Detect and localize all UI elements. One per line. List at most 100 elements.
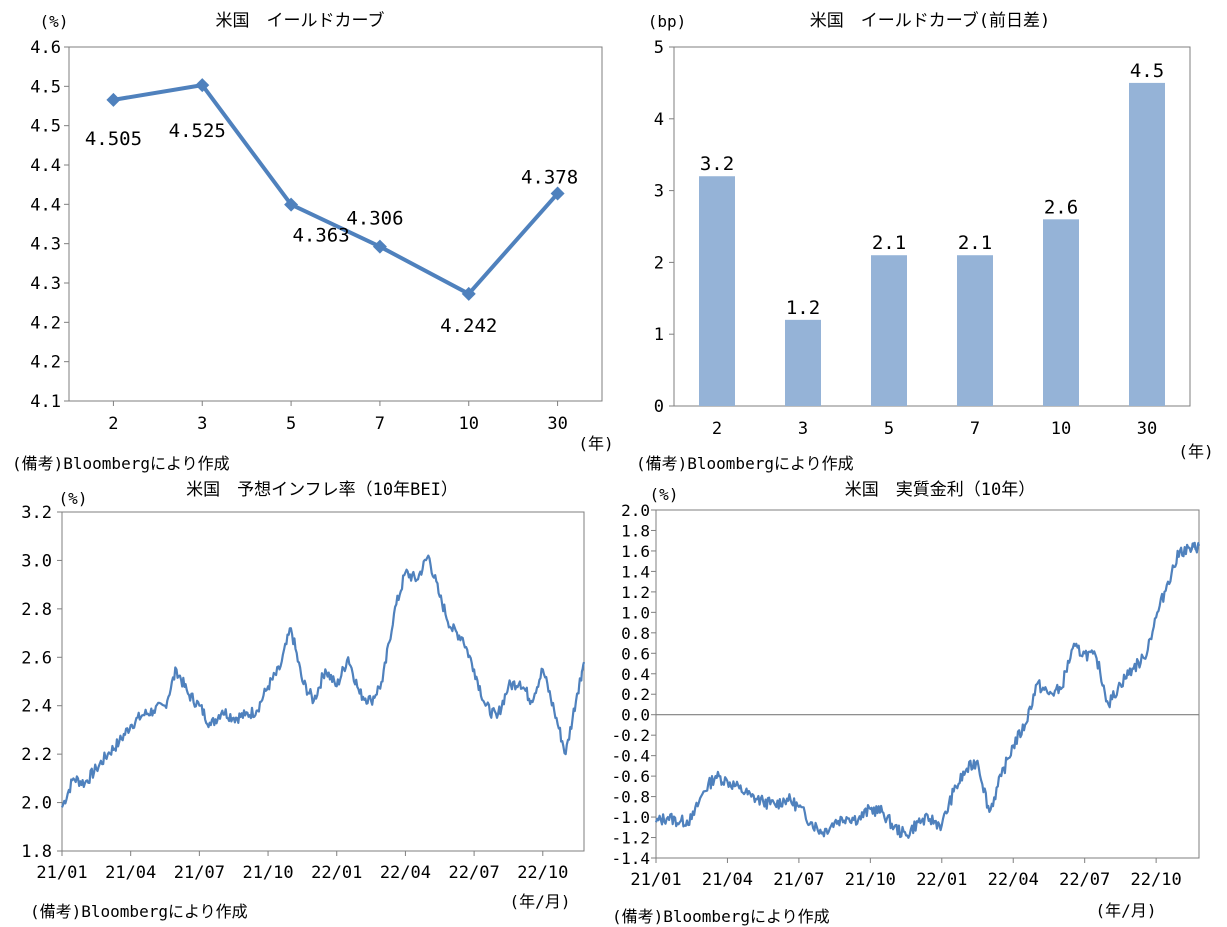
chart1-y-tick-label: 4.4 <box>30 195 61 215</box>
chart2-y-tick-label: 0 <box>654 397 664 417</box>
chart2-bar <box>1043 219 1079 406</box>
chart1-series-line <box>113 83 560 296</box>
chart1-data-label: 4.306 <box>346 208 403 230</box>
chart4-x-tick-label: 22/07 <box>1059 870 1110 890</box>
chart3-x-tick-label: 22/01 <box>311 863 362 883</box>
chart4-ylabel: (%) <box>650 485 679 504</box>
chart4-y-tick-label: 1.2 <box>621 583 650 602</box>
chart1-y-tick-label: 4.2 <box>30 313 61 333</box>
chart4-y-tick-label: -0.4 <box>611 747 650 766</box>
chart2-y-tick-label: 5 <box>654 38 664 58</box>
chart1-y-tick-label: 4.4 <box>30 156 61 176</box>
chart1-x-tick-label: 5 <box>286 414 296 434</box>
chart2-x-tick-label: 2 <box>712 419 722 439</box>
chart3-y-tick-label: 2.8 <box>21 600 52 620</box>
chart3-x-tick-label: 21/04 <box>105 863 156 883</box>
chart2-x-tick-label: 30 <box>1137 419 1157 439</box>
chart3-x-tick-label: 22/10 <box>517 863 568 883</box>
chart2-y-tick-label: 4 <box>654 110 664 130</box>
chart2-bar <box>871 255 907 406</box>
chart4-x-tick-label: 22/01 <box>916 870 967 890</box>
chart3-x-tick-label: 21/07 <box>174 863 225 883</box>
chart2-y-tick-label: 1 <box>654 325 664 345</box>
chart4-y-tick-label: -1.4 <box>611 849 650 868</box>
chart4-y-tick-label: 1.4 <box>621 562 650 581</box>
chart3-y-tick-label: 2.6 <box>21 648 52 668</box>
chart4-x-tick-label: 21/10 <box>845 870 896 890</box>
chart4-y-tick-label: -0.8 <box>611 788 650 807</box>
chart2-ylabel: (bp) <box>648 12 687 31</box>
chart3-x-tick-label: 21/10 <box>242 863 293 883</box>
chart1-xlabel: (年) <box>578 434 613 453</box>
chart2-bar <box>1129 82 1165 407</box>
chart1-source-note: (備考)Bloombergにより作成 <box>12 454 230 473</box>
chart3-ylabel: (%) <box>59 489 88 508</box>
chart1-data-label: 4.525 <box>169 120 226 142</box>
chart2-data-label: 3.2 <box>700 153 734 175</box>
chart2-y-tick-label: 2 <box>654 253 664 273</box>
chart1-point <box>284 197 299 212</box>
chart2-data-label: 1.2 <box>786 297 820 319</box>
chart4-y-tick-label: 2.0 <box>621 501 650 520</box>
chart2-x-tick-label: 5 <box>884 419 894 439</box>
chart4-y-tick-label: -1.0 <box>611 808 650 827</box>
chart1-point <box>372 239 387 254</box>
chart2-xlabel: (年) <box>1178 442 1213 461</box>
chart2-data-label: 2.1 <box>872 232 906 254</box>
chart2-x-tick-label: 7 <box>970 419 980 439</box>
chart4-series-line <box>654 541 1201 839</box>
chart3-x-tick-label: 21/01 <box>36 863 87 883</box>
chart3-y-tick-label: 2.0 <box>21 794 52 814</box>
chart4-xlabel: (年/月) <box>1096 901 1157 920</box>
chart1-y-tick-label: 4.2 <box>30 353 61 373</box>
chart4-x-tick-label: 22/04 <box>988 870 1039 890</box>
chart4-y-tick-label: 1.0 <box>621 603 650 622</box>
chart1-ylabel: (%) <box>40 12 69 31</box>
chart1-x-tick-label: 30 <box>547 414 567 434</box>
chart1-data-label: 4.242 <box>440 315 497 337</box>
chart3-y-tick-label: 2.2 <box>21 745 52 765</box>
chart3-series-line <box>60 554 586 808</box>
chart1-data-label: 4.378 <box>521 167 578 189</box>
chart4-y-tick-label: 0.0 <box>621 706 650 725</box>
chart1-x-tick-label: 3 <box>197 414 207 434</box>
chart4-y-tick-label: 0.2 <box>621 685 650 704</box>
chart4-x-tick-label: 22/10 <box>1131 870 1182 890</box>
chart3-title: 米国 予想インフレ率（10年BEI） <box>186 480 458 500</box>
chart3-plot-area <box>61 511 585 852</box>
chart4-y-tick-label: 1.8 <box>621 521 650 540</box>
chart1-title: 米国 イールドカーブ <box>216 10 385 31</box>
chart3-xlabel: (年/月) <box>510 892 571 911</box>
chart3-y-tick-label: 2.4 <box>21 697 52 717</box>
chart2-x-tick-label: 3 <box>798 419 808 439</box>
chart3-y-tick-label: 3.0 <box>21 551 52 571</box>
chart1-x-tick-label: 2 <box>108 414 118 434</box>
chart2-y-tick-label: 3 <box>654 182 664 202</box>
chart2-data-label: 2.6 <box>1044 196 1078 218</box>
chart3-x-tick-label: 22/04 <box>380 863 431 883</box>
chart1-x-tick-label: 7 <box>375 414 385 434</box>
chart4-title: 米国 実質金利（10年） <box>845 480 1035 500</box>
chart4-y-tick-label: -0.6 <box>611 767 650 786</box>
chart3-source-note: (備考)Bloombergにより作成 <box>30 902 248 921</box>
chart1-y-tick-label: 4.1 <box>30 392 61 412</box>
chart4-y-tick-label: 1.6 <box>621 542 650 561</box>
chart1-y-tick-label: 4.3 <box>30 235 61 255</box>
chart4-y-tick-label: -1.2 <box>611 829 650 848</box>
chart1-point <box>106 92 121 107</box>
chart3-y-tick-label: 1.8 <box>21 842 52 862</box>
chart4-y-tick-label: 0.4 <box>621 665 650 684</box>
chart1-point <box>461 286 476 301</box>
chart2-data-label: 4.5 <box>1130 60 1164 82</box>
chart2-x-tick-label: 10 <box>1051 419 1071 439</box>
chart3-y-tick-label: 3.2 <box>21 503 52 523</box>
chart2-bar <box>785 319 821 406</box>
chart1-y-tick-label: 4.3 <box>30 274 61 294</box>
chart1-y-tick-label: 4.5 <box>30 77 61 97</box>
chart3-x-tick-label: 22/07 <box>449 863 500 883</box>
chart1-y-tick-label: 4.6 <box>30 38 61 58</box>
chart4-y-tick-label: -0.2 <box>611 726 650 745</box>
chart4-x-tick-label: 21/01 <box>630 870 681 890</box>
chart4-x-tick-label: 21/07 <box>773 870 824 890</box>
